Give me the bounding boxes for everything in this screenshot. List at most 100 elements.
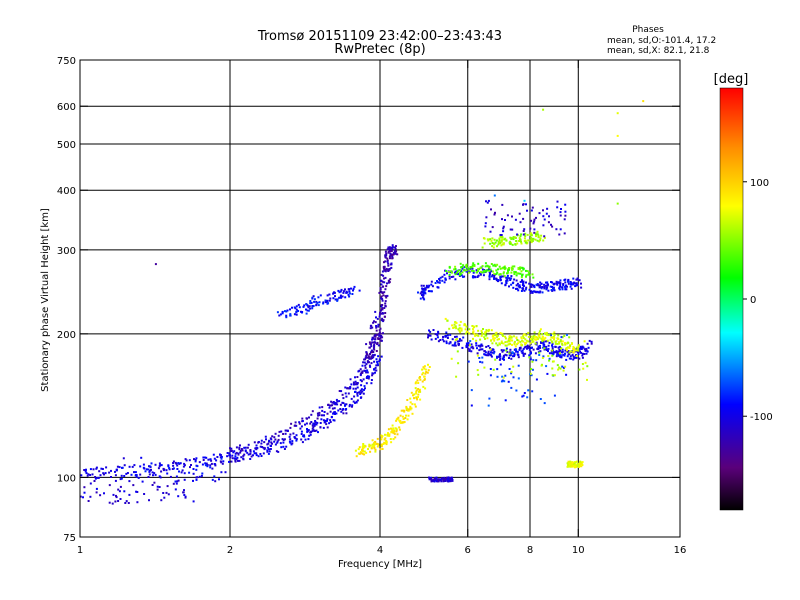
data-point (524, 338, 527, 341)
data-point (570, 283, 573, 286)
data-point (541, 336, 544, 338)
data-point (383, 442, 386, 444)
data-point (481, 246, 484, 249)
data-point (466, 266, 469, 269)
data-point (493, 337, 495, 340)
data-point (331, 401, 334, 404)
data-point (308, 434, 311, 437)
y-tick-label: 500 (57, 140, 76, 151)
data-point (584, 349, 587, 352)
data-point (474, 334, 477, 337)
data-point (565, 358, 568, 361)
data-point (183, 464, 186, 467)
data-point (310, 413, 313, 416)
data-point (379, 311, 381, 314)
data-point (281, 438, 284, 441)
data-point (389, 249, 392, 252)
data-point (584, 361, 587, 364)
data-point (359, 393, 362, 395)
data-point (381, 336, 384, 339)
data-point (564, 288, 567, 291)
data-point (182, 465, 185, 468)
data-point (409, 397, 412, 400)
data-point (496, 263, 499, 266)
data-point (389, 247, 391, 250)
data-point (563, 232, 566, 235)
data-point (549, 285, 552, 288)
data-point (317, 431, 319, 434)
data-point (563, 218, 566, 221)
data-point (489, 374, 492, 377)
data-point (356, 391, 359, 394)
data-point (484, 353, 487, 356)
data-point (521, 395, 524, 398)
data-point (560, 347, 563, 349)
data-point (209, 458, 212, 461)
data-point (347, 293, 350, 296)
data-point (333, 402, 336, 405)
data-point (314, 421, 317, 424)
data-point (387, 428, 390, 431)
data-point (310, 430, 313, 433)
data-point (298, 421, 301, 424)
data-point (337, 409, 340, 412)
data-point (479, 273, 482, 276)
data-point (551, 342, 554, 345)
data-point (363, 385, 366, 388)
data-point (489, 348, 492, 351)
data-point (145, 468, 148, 471)
data-point (496, 355, 498, 358)
data-point (157, 467, 160, 470)
stats-heading: Phases (632, 25, 664, 35)
data-point (560, 208, 562, 210)
data-point (301, 311, 304, 313)
data-point (389, 438, 392, 440)
data-point (556, 351, 559, 354)
data-point (392, 438, 395, 440)
data-point (381, 270, 384, 273)
data-point (253, 441, 256, 444)
data-point (282, 441, 285, 444)
data-point (585, 347, 588, 350)
data-point (525, 269, 527, 272)
data-point (301, 417, 304, 420)
data-point (174, 480, 177, 483)
data-point (387, 246, 390, 249)
data-point (508, 352, 511, 355)
data-point (419, 398, 422, 401)
data-point (135, 475, 138, 478)
data-point (513, 353, 516, 356)
data-point (453, 323, 456, 326)
data-point (307, 438, 310, 441)
data-point (531, 206, 534, 209)
data-point (539, 350, 542, 353)
data-point (486, 201, 489, 204)
data-point (510, 283, 513, 286)
data-point (557, 281, 560, 284)
data-point (479, 267, 482, 269)
data-point (323, 411, 326, 413)
data-point (545, 365, 548, 368)
data-point (376, 333, 378, 336)
data-point (175, 482, 178, 485)
data-point (382, 332, 384, 335)
data-point (373, 320, 375, 323)
data-point (588, 339, 591, 342)
data-point (149, 465, 152, 468)
data-point (564, 349, 567, 352)
data-point (409, 405, 412, 408)
data-point (279, 313, 282, 316)
data-point (368, 361, 370, 364)
data-point (538, 332, 541, 335)
data-point (562, 366, 565, 369)
data-point (538, 240, 541, 243)
data-point (550, 223, 552, 226)
data-point (124, 502, 127, 504)
data-point (336, 298, 339, 301)
y-axis-label: Stationary phase Virtual Height [km] (40, 208, 51, 392)
data-point (569, 285, 572, 288)
data-point (372, 347, 375, 350)
data-point (176, 480, 179, 483)
data-point (309, 302, 312, 305)
data-point (517, 342, 520, 345)
